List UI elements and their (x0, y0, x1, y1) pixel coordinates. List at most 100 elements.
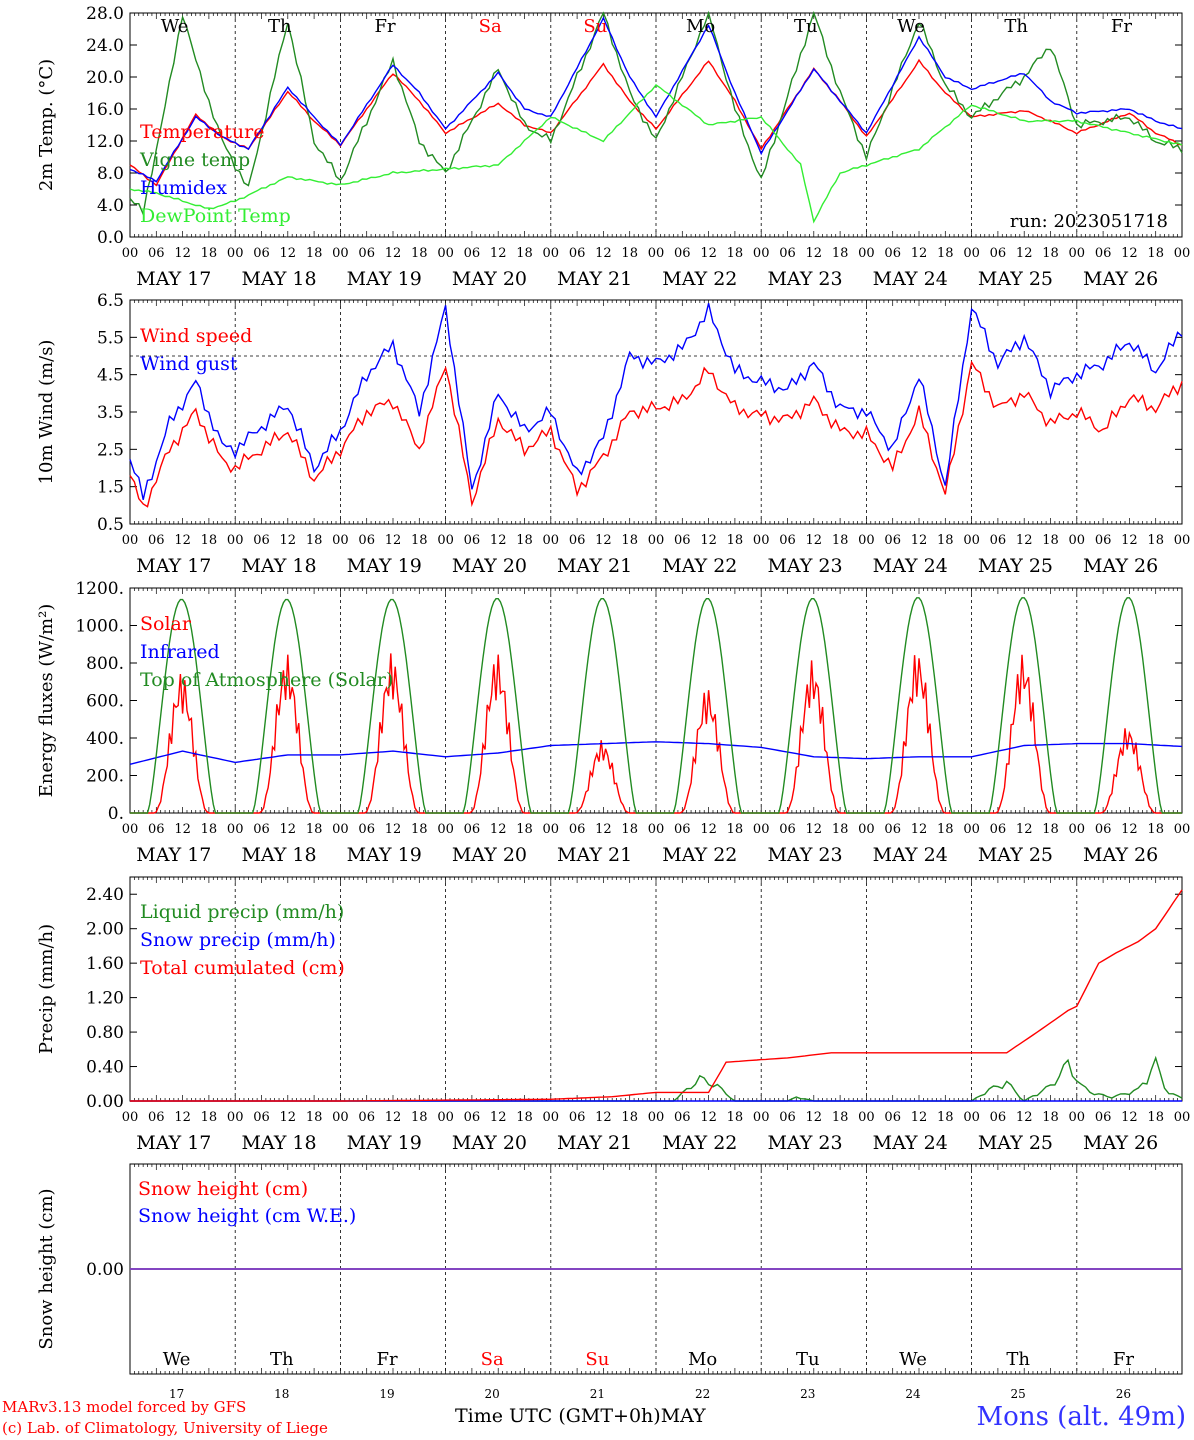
legend-entry: DewPoint Temp (140, 205, 291, 227)
hour-tick-label: 00 (858, 822, 875, 837)
date-label: MAY 19 (347, 844, 422, 866)
y-axis-label: Precip (mm/h) (36, 924, 57, 1054)
hour-tick-label: 18 (201, 822, 218, 837)
series-line-temperature-0 (129, 58, 1183, 187)
date-label: MAY 24 (873, 555, 948, 577)
legend-entry: Snow precip (mm/h) (140, 929, 336, 951)
hour-tick-label: 12 (911, 1110, 928, 1125)
hour-tick-label: 00 (1069, 533, 1086, 548)
hour-tick-label: 00 (227, 1110, 244, 1125)
date-label: MAY 24 (873, 1132, 948, 1154)
y-tick-label: 0.0 (97, 228, 124, 248)
weekday-label: Sa (479, 16, 502, 37)
hour-tick-label: 12 (174, 822, 191, 837)
hour-tick-label: 18 (411, 533, 428, 548)
legend-entry: Wind gust (140, 353, 238, 375)
hour-tick-label: 00 (122, 822, 139, 837)
hour-tick-label: 00 (1069, 1110, 1086, 1125)
hour-tick-label: 12 (700, 246, 717, 261)
series-line-temperature-2 (129, 16, 1183, 183)
hour-tick-label: 00 (963, 822, 980, 837)
hour-tick-label: 06 (674, 246, 691, 261)
series-line-wind-1 (129, 303, 1183, 500)
hour-tick-label: 18 (411, 1110, 428, 1125)
hour-tick-label: 12 (700, 1110, 717, 1125)
hour-tick-label: 18 (937, 822, 954, 837)
hour-tick-label: 00 (858, 246, 875, 261)
hour-tick-label: 12 (280, 246, 297, 261)
series-line-temperature-3 (129, 84, 1183, 224)
hour-tick-label: 18 (201, 533, 218, 548)
hour-tick-label: 00 (122, 533, 139, 548)
y-tick-label: 0.40 (86, 1058, 124, 1078)
weekday-label: Fr (1113, 1349, 1134, 1370)
hour-tick-label: 12 (280, 533, 297, 548)
weekday-label: Mo (686, 16, 715, 37)
weekday-label: Tu (794, 16, 818, 37)
legend-entry: Humidex (140, 177, 227, 199)
hour-tick-label: 12 (595, 246, 612, 261)
date-label: MAY 21 (557, 555, 632, 577)
date-label: MAY 19 (347, 268, 422, 290)
hour-tick-label: 12 (911, 246, 928, 261)
hour-tick-label: 06 (990, 246, 1007, 261)
hour-tick-label: 18 (937, 1110, 954, 1125)
hour-tick-label: 06 (674, 1110, 691, 1125)
hour-tick-label: 00 (963, 533, 980, 548)
date-label: MAY 26 (1083, 844, 1158, 866)
hour-tick-label: 18 (727, 822, 744, 837)
weekday-label: Th (1004, 16, 1028, 37)
hour-tick-label: 06 (569, 822, 586, 837)
series-line-precip-2 (130, 889, 1183, 1102)
hour-tick-label: 12 (806, 533, 823, 548)
weekday-label: We (163, 1349, 191, 1370)
day-number-label: 24 (905, 1387, 921, 1401)
hour-tick-label: 12 (911, 822, 928, 837)
hour-tick-label: 18 (621, 246, 638, 261)
date-label: MAY 26 (1083, 1132, 1158, 1154)
hour-tick-label: 00 (332, 533, 349, 548)
y-tick-label: 2.5 (97, 440, 124, 460)
hour-tick-label: 18 (1042, 246, 1059, 261)
series-line-wind-0 (129, 360, 1183, 508)
weekday-label: Su (583, 16, 607, 37)
day-number-label: 18 (274, 1387, 289, 1401)
hour-tick-label: 00 (543, 533, 560, 548)
hour-tick-label: 12 (595, 533, 612, 548)
y-tick-label: 0.00 (86, 1260, 124, 1280)
hour-tick-label: 06 (569, 246, 586, 261)
date-label: MAY 19 (347, 1132, 422, 1154)
hour-tick-label: 18 (1147, 246, 1164, 261)
date-label: MAY 25 (978, 844, 1053, 866)
hour-tick-label: 00 (543, 822, 560, 837)
y-tick-label: 600. (86, 692, 124, 712)
hour-tick-label: 00 (437, 822, 454, 837)
hour-tick-label: 00 (648, 533, 665, 548)
hour-tick-label: 18 (621, 533, 638, 548)
hour-tick-label: 12 (1121, 1110, 1138, 1125)
hour-tick-label: 18 (1042, 822, 1059, 837)
hour-tick-label: 00 (858, 1110, 875, 1125)
date-label: MAY 21 (557, 268, 632, 290)
legend-entry: Temperature (140, 121, 264, 143)
legend-entry: Infrared (140, 641, 220, 663)
hour-tick-label: 18 (621, 1110, 638, 1125)
day-number-label: 19 (379, 1387, 394, 1401)
panel-frame-wind (129, 299, 1183, 525)
y-axis-label: 10m Wind (m/s) (36, 340, 57, 485)
weekday-label: Su (585, 1349, 609, 1370)
y-tick-label: 1.5 (97, 478, 124, 498)
hour-tick-label: 18 (1147, 533, 1164, 548)
y-tick-label: 4.5 (97, 366, 124, 386)
hour-tick-label: 18 (727, 533, 744, 548)
date-label: MAY 24 (873, 268, 948, 290)
y-tick-label: 1200. (75, 579, 124, 599)
hour-tick-label: 06 (674, 533, 691, 548)
hour-tick-label: 06 (990, 533, 1007, 548)
y-tick-label: 0. (108, 804, 124, 824)
hour-tick-label: 00 (648, 1110, 665, 1125)
hour-tick-label: 00 (1069, 246, 1086, 261)
hour-tick-label: 12 (911, 533, 928, 548)
hour-tick-label: 06 (884, 246, 901, 261)
date-label: MAY 17 (136, 555, 211, 577)
